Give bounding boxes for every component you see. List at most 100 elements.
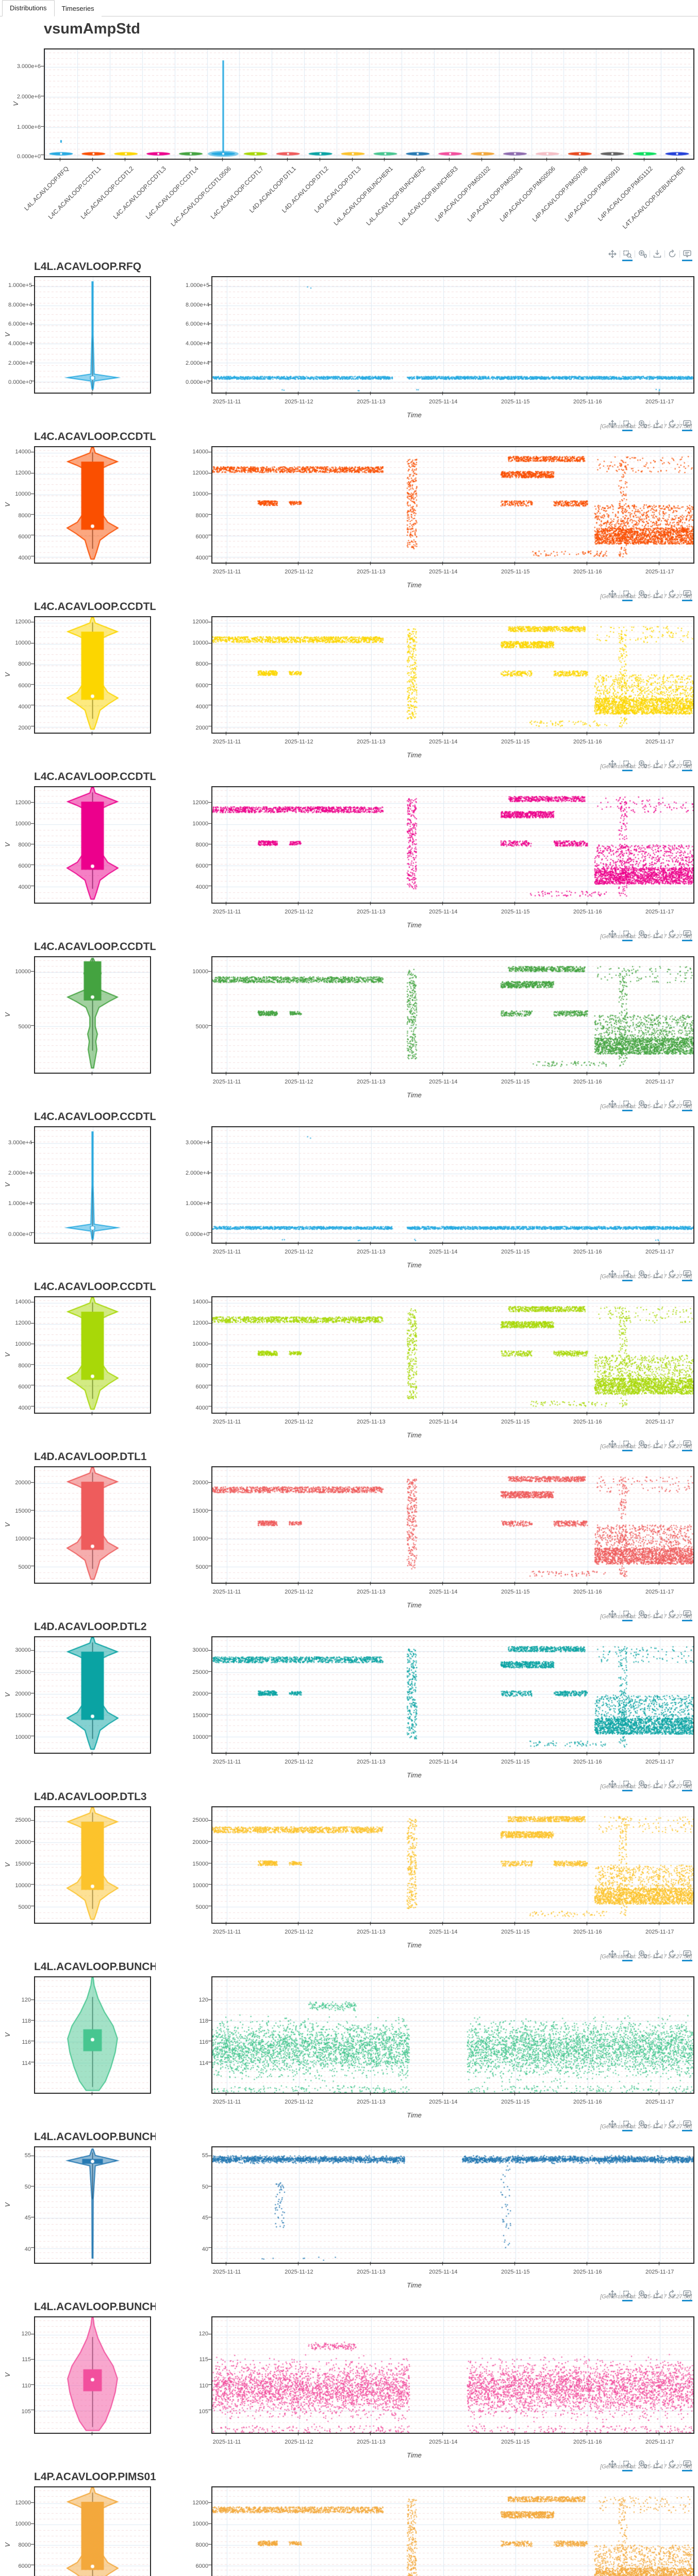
- hover-icon[interactable]: [682, 248, 693, 261]
- violin-plot-canvas[interactable]: [35, 1807, 150, 1923]
- hover-icon[interactable]: [682, 1948, 693, 1961]
- timeseries-figure: Time 30000 25000 20000 15000 10000 2025-11-11…: [175, 1607, 698, 1779]
- y-tick-label: 1.000e+6: [16, 124, 41, 131]
- y-axis-label: V: [3, 1182, 11, 1187]
- y-tick-label: 6000: [195, 1383, 208, 1390]
- timeseries-plot-canvas[interactable]: [212, 447, 693, 563]
- timeseries-plot-canvas[interactable]: [212, 787, 693, 903]
- date-tick-label: 2025-11-16: [573, 569, 602, 575]
- y-tick-label: 6000: [18, 863, 31, 870]
- y-tick-label: 8000: [18, 661, 31, 668]
- category-tick-label: L4P.ACAVLOOP.PIMS0102: [433, 165, 492, 224]
- y-tick-label: 8000: [18, 842, 31, 848]
- hover-icon[interactable]: [682, 2289, 693, 2301]
- timeseries-plot-canvas[interactable]: [212, 277, 693, 393]
- category-tick-label: L4T.ACAVLOOP.DEBUNCHER: [621, 165, 687, 231]
- tab-timeseries[interactable]: Timeseries: [54, 1, 102, 16]
- y-axis-label: V: [3, 2372, 11, 2377]
- tab-distributions[interactable]: Distributions: [2, 0, 55, 16]
- hover-icon[interactable]: [682, 758, 693, 771]
- hover-icon[interactable]: [682, 2459, 693, 2471]
- timeseries-plot-canvas[interactable]: [212, 957, 693, 1073]
- box-zoom-icon[interactable]: [622, 928, 633, 941]
- box-zoom-icon[interactable]: [622, 2119, 633, 2131]
- hover-icon[interactable]: [682, 928, 693, 941]
- violin-plot-canvas[interactable]: [35, 957, 150, 1073]
- y-tick-label: 10000: [15, 491, 31, 498]
- violin-figure: V 30000 25000 20000 15000 10000: [0, 1607, 175, 1777]
- device-section: L4C.ACAVLOOP.CCDTL1 V 14000 12000 10000 800…: [0, 417, 698, 600]
- hover-icon[interactable]: [682, 1608, 693, 1621]
- date-tick-label: 2025-11-13: [357, 1759, 386, 1765]
- summary-plot-canvas[interactable]: [45, 49, 693, 159]
- violin-plot-canvas[interactable]: [35, 1977, 150, 2093]
- box-zoom-icon[interactable]: [622, 418, 633, 431]
- y-tick-label: 105: [198, 2408, 208, 2415]
- hover-icon[interactable]: [682, 588, 693, 601]
- timeseries-plot-canvas[interactable]: [212, 1127, 693, 1243]
- hover-icon[interactable]: [682, 1438, 693, 1451]
- timeseries-plot-canvas[interactable]: [212, 1977, 693, 2093]
- violin-figure: V 120 115 110 105: [0, 2287, 175, 2458]
- y-tick-label: 0.000e+0: [8, 379, 32, 386]
- y-axis-label: V: [3, 1352, 11, 1357]
- y-tick-label: 50: [202, 2183, 208, 2190]
- box-zoom-icon[interactable]: [622, 248, 633, 261]
- hover-icon[interactable]: [682, 2119, 693, 2131]
- hover-icon[interactable]: [682, 1268, 693, 1281]
- timeseries-plot-canvas[interactable]: [212, 617, 693, 733]
- timeseries-plot-canvas[interactable]: [212, 2317, 693, 2433]
- timeseries-plot-canvas[interactable]: [212, 1637, 693, 1753]
- x-axis-label: Time: [407, 411, 422, 419]
- violin-plot-canvas[interactable]: [35, 1467, 150, 1583]
- box-zoom-icon[interactable]: [622, 758, 633, 771]
- date-tick-label: 2025-11-12: [285, 1929, 313, 1935]
- date-tick-label: 2025-11-15: [501, 2269, 530, 2275]
- timeseries-plot-canvas[interactable]: [212, 2487, 693, 2576]
- violin-plot-canvas[interactable]: [35, 1127, 150, 1243]
- y-axis-label: V: [11, 101, 20, 106]
- violin-plot-canvas[interactable]: [35, 1297, 150, 1413]
- violin-plot-canvas[interactable]: [35, 277, 150, 393]
- box-zoom-icon[interactable]: [622, 1438, 633, 1451]
- hover-icon[interactable]: [682, 1778, 693, 1791]
- timeseries-figure: Time 14000 12000 10000 8000 6000 4000 2025-11-…: [175, 417, 698, 589]
- box-zoom-icon[interactable]: [622, 1098, 633, 1111]
- y-tick-label: 2.000e+4: [8, 360, 32, 366]
- box-zoom-icon[interactable]: [622, 588, 633, 601]
- hover-icon[interactable]: [682, 418, 693, 431]
- date-tick-label: 2025-11-13: [357, 399, 386, 405]
- box-zoom-icon[interactable]: [622, 2289, 633, 2301]
- timeseries-plot-canvas[interactable]: [212, 1467, 693, 1583]
- y-tick-label: 5000: [18, 1023, 31, 1030]
- violin-plot-canvas[interactable]: [35, 447, 150, 563]
- toolbar-separator: [679, 930, 680, 938]
- y-tick-label: 1.000e+4: [186, 1200, 210, 1207]
- toolbar-separator: [664, 1781, 665, 1788]
- y-tick-label: 5000: [195, 1904, 208, 1911]
- timeseries-plot-canvas[interactable]: [212, 1297, 693, 1413]
- violin-plot-canvas[interactable]: [35, 1637, 150, 1753]
- box-zoom-icon[interactable]: [622, 1778, 633, 1791]
- violin-plot-canvas[interactable]: [35, 2317, 150, 2433]
- y-tick-label: 8.000e+4: [186, 301, 210, 308]
- y-tick-label: 0.000e+0: [186, 1231, 210, 1238]
- y-tick-label: 12000: [15, 799, 31, 806]
- category-tick-label: L4L.ACAVLOOP.BUNCHER3: [397, 165, 460, 227]
- box-zoom-icon[interactable]: [622, 1268, 633, 1281]
- section-title: L4L.ACAVLOOP.RFQ: [34, 261, 142, 273]
- date-tick-label: 2025-11-14: [429, 1419, 458, 1425]
- box-zoom-icon[interactable]: [622, 1608, 633, 1621]
- violin-plot-canvas[interactable]: [35, 617, 150, 733]
- violin-plot-canvas[interactable]: [35, 2147, 150, 2263]
- y-tick-label: 30000: [192, 1647, 208, 1654]
- timeseries-figure: Time 12000 10000 8000 6000 4000 2000 2025-11-1…: [175, 587, 698, 759]
- hover-icon[interactable]: [682, 1098, 693, 1111]
- timeseries-plot-canvas[interactable]: [212, 2147, 693, 2263]
- timeseries-plot-canvas[interactable]: [212, 1807, 693, 1923]
- box-zoom-icon[interactable]: [622, 2459, 633, 2471]
- violin-plot-canvas[interactable]: [35, 787, 150, 903]
- box-zoom-icon[interactable]: [622, 1948, 633, 1961]
- violin-plot-canvas[interactable]: [35, 2487, 150, 2576]
- y-tick-label: 12000: [15, 619, 31, 625]
